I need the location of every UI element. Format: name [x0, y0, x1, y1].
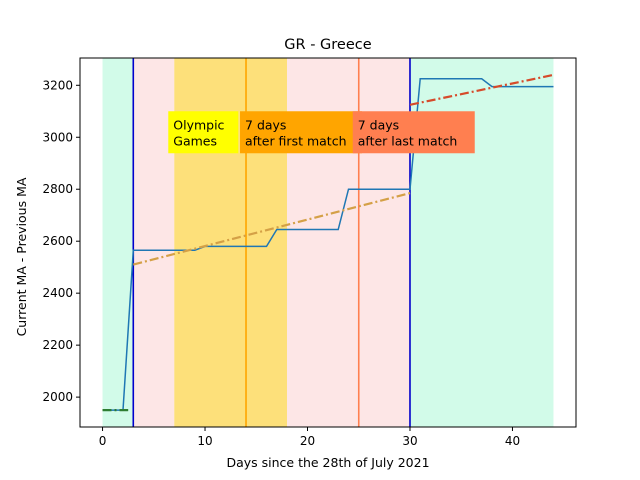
y-tick-label: 2800 [42, 182, 73, 196]
annotation-box [352, 111, 475, 154]
y-axis-label: Current MA - Previous MA [14, 177, 29, 336]
x-tick-label: 20 [300, 434, 315, 448]
annotation-text: 7 days [358, 117, 399, 132]
annotation-text: Games [173, 133, 217, 148]
annotation-text: Olympic [173, 117, 224, 132]
region-before [102, 58, 134, 427]
trend-line-3 [409, 73, 554, 106]
annotation-text: 7 days [245, 117, 286, 132]
x-tick-label: 30 [402, 434, 417, 448]
plot-frame [79, 57, 577, 428]
trend-line-2 [133, 192, 411, 266]
x-axis: 0 10 20 30 40 [99, 427, 520, 448]
y-tick-label: 2000 [42, 390, 73, 404]
y-tick-label: 3000 [42, 130, 73, 144]
region-between-left [133, 58, 175, 427]
series-line [102, 78, 554, 411]
annotation-text: after first match [245, 133, 346, 148]
x-tick-label: 40 [505, 434, 520, 448]
annotation-box [240, 111, 363, 154]
y-tick-label: 2400 [42, 286, 73, 300]
y-axis: 2000 2200 2400 2600 2800 3000 3200 [42, 78, 80, 404]
x-axis-label: Days since the 28th of July 2021 [226, 455, 429, 470]
chart-title: GR - Greece [284, 37, 371, 53]
annotation-text: after last match [358, 133, 458, 148]
x-tick-label: 0 [99, 434, 107, 448]
series-lines [102, 73, 554, 412]
y-tick-label: 2200 [42, 338, 73, 352]
y-tick-label: 2600 [42, 234, 73, 248]
y-tick-label: 3200 [42, 78, 73, 92]
x-tick-label: 10 [197, 434, 212, 448]
annotation-box [168, 111, 239, 154]
